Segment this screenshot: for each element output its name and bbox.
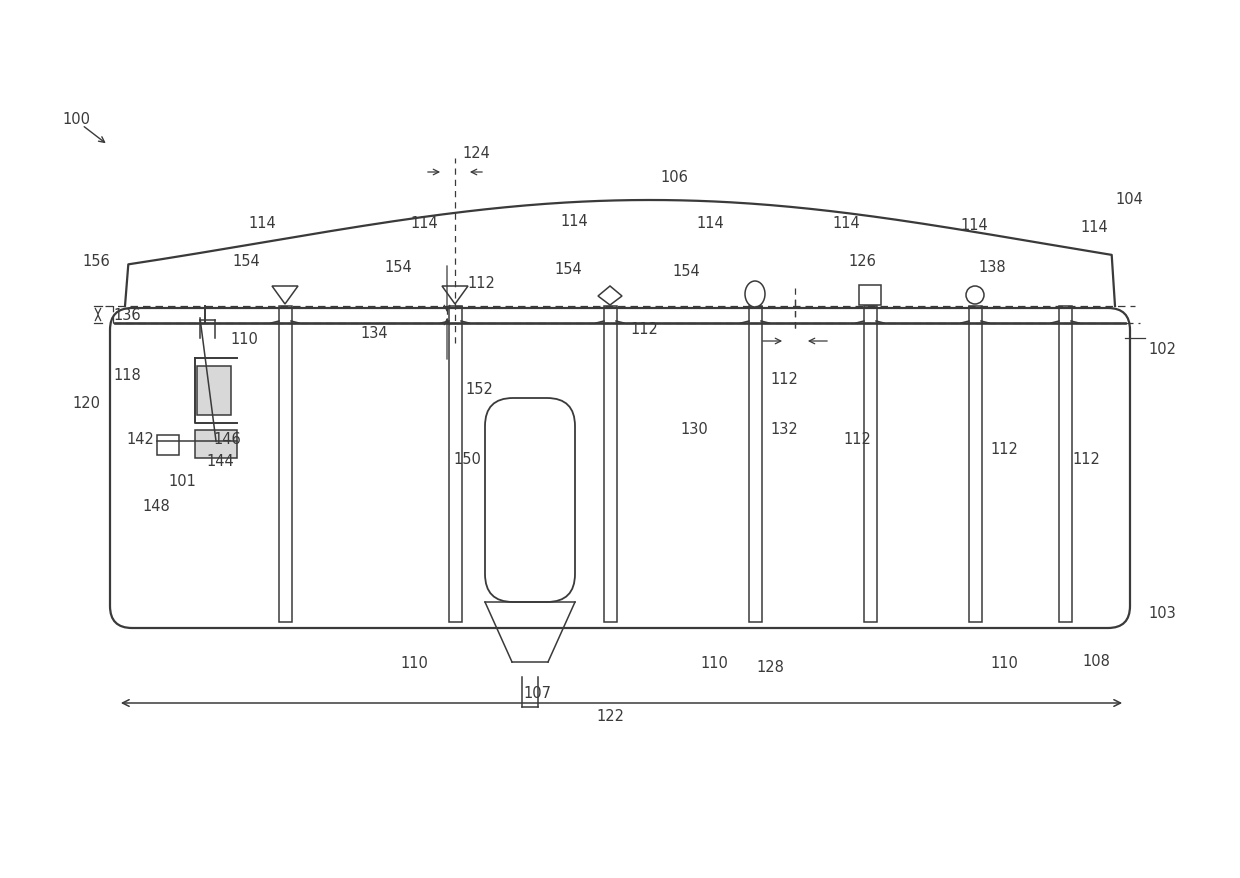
Text: 112: 112 [770, 371, 797, 386]
Text: 112: 112 [843, 431, 870, 446]
Text: 148: 148 [143, 499, 170, 514]
Text: 100: 100 [62, 112, 91, 126]
Text: 110: 110 [701, 656, 728, 671]
Text: 114: 114 [560, 213, 588, 228]
Text: 107: 107 [523, 686, 551, 701]
Text: 150: 150 [453, 451, 481, 466]
Text: 112: 112 [990, 441, 1018, 456]
Text: 114: 114 [248, 216, 275, 231]
Bar [197, 367, 231, 415]
Text: 112: 112 [467, 277, 495, 291]
Text: 114: 114 [960, 217, 988, 233]
Bar [279, 306, 291, 623]
Text: 154: 154 [554, 261, 582, 277]
Text: 114: 114 [410, 215, 438, 230]
Ellipse shape [966, 287, 985, 305]
Text: 132: 132 [770, 421, 797, 436]
Text: 128: 128 [756, 658, 784, 673]
Text: 154: 154 [384, 259, 412, 274]
Text: 146: 146 [213, 431, 241, 446]
Text: 154: 154 [232, 255, 259, 270]
Bar [1059, 306, 1073, 623]
Text: 104: 104 [1115, 191, 1143, 206]
Text: 142: 142 [126, 431, 154, 446]
Bar [195, 430, 237, 458]
Text: 136: 136 [113, 307, 140, 322]
Text: 112: 112 [630, 321, 658, 336]
Text: 112: 112 [1073, 451, 1100, 466]
Text: 102: 102 [1148, 342, 1176, 356]
Text: 114: 114 [832, 216, 859, 231]
Text: 101: 101 [167, 473, 196, 488]
Bar [864, 306, 877, 623]
Bar [749, 306, 763, 623]
Bar [859, 285, 880, 306]
Text: 152: 152 [465, 381, 492, 396]
Text: 134: 134 [360, 326, 388, 342]
Bar [449, 306, 463, 623]
Text: 122: 122 [596, 709, 624, 723]
Text: 154: 154 [672, 263, 699, 278]
Bar [604, 306, 618, 623]
Text: 103: 103 [1148, 606, 1176, 621]
Bar [157, 435, 179, 456]
Polygon shape [272, 287, 298, 305]
Text: 126: 126 [848, 255, 875, 270]
Polygon shape [441, 287, 467, 305]
Text: 156: 156 [82, 253, 110, 268]
Polygon shape [598, 287, 622, 306]
Text: 114: 114 [696, 216, 724, 231]
Text: 130: 130 [680, 421, 708, 436]
Text: 124: 124 [463, 146, 490, 161]
Text: 108: 108 [1083, 652, 1110, 668]
Text: 144: 144 [206, 453, 234, 468]
Text: 118: 118 [113, 367, 141, 382]
Bar [968, 306, 982, 623]
Text: 138: 138 [978, 259, 1006, 274]
Text: 110: 110 [401, 656, 428, 671]
Text: 120: 120 [72, 395, 100, 410]
Text: 106: 106 [660, 169, 688, 184]
Text: 110: 110 [990, 656, 1018, 671]
Ellipse shape [745, 282, 765, 307]
Text: 110: 110 [229, 331, 258, 346]
Text: 114: 114 [1080, 220, 1107, 234]
